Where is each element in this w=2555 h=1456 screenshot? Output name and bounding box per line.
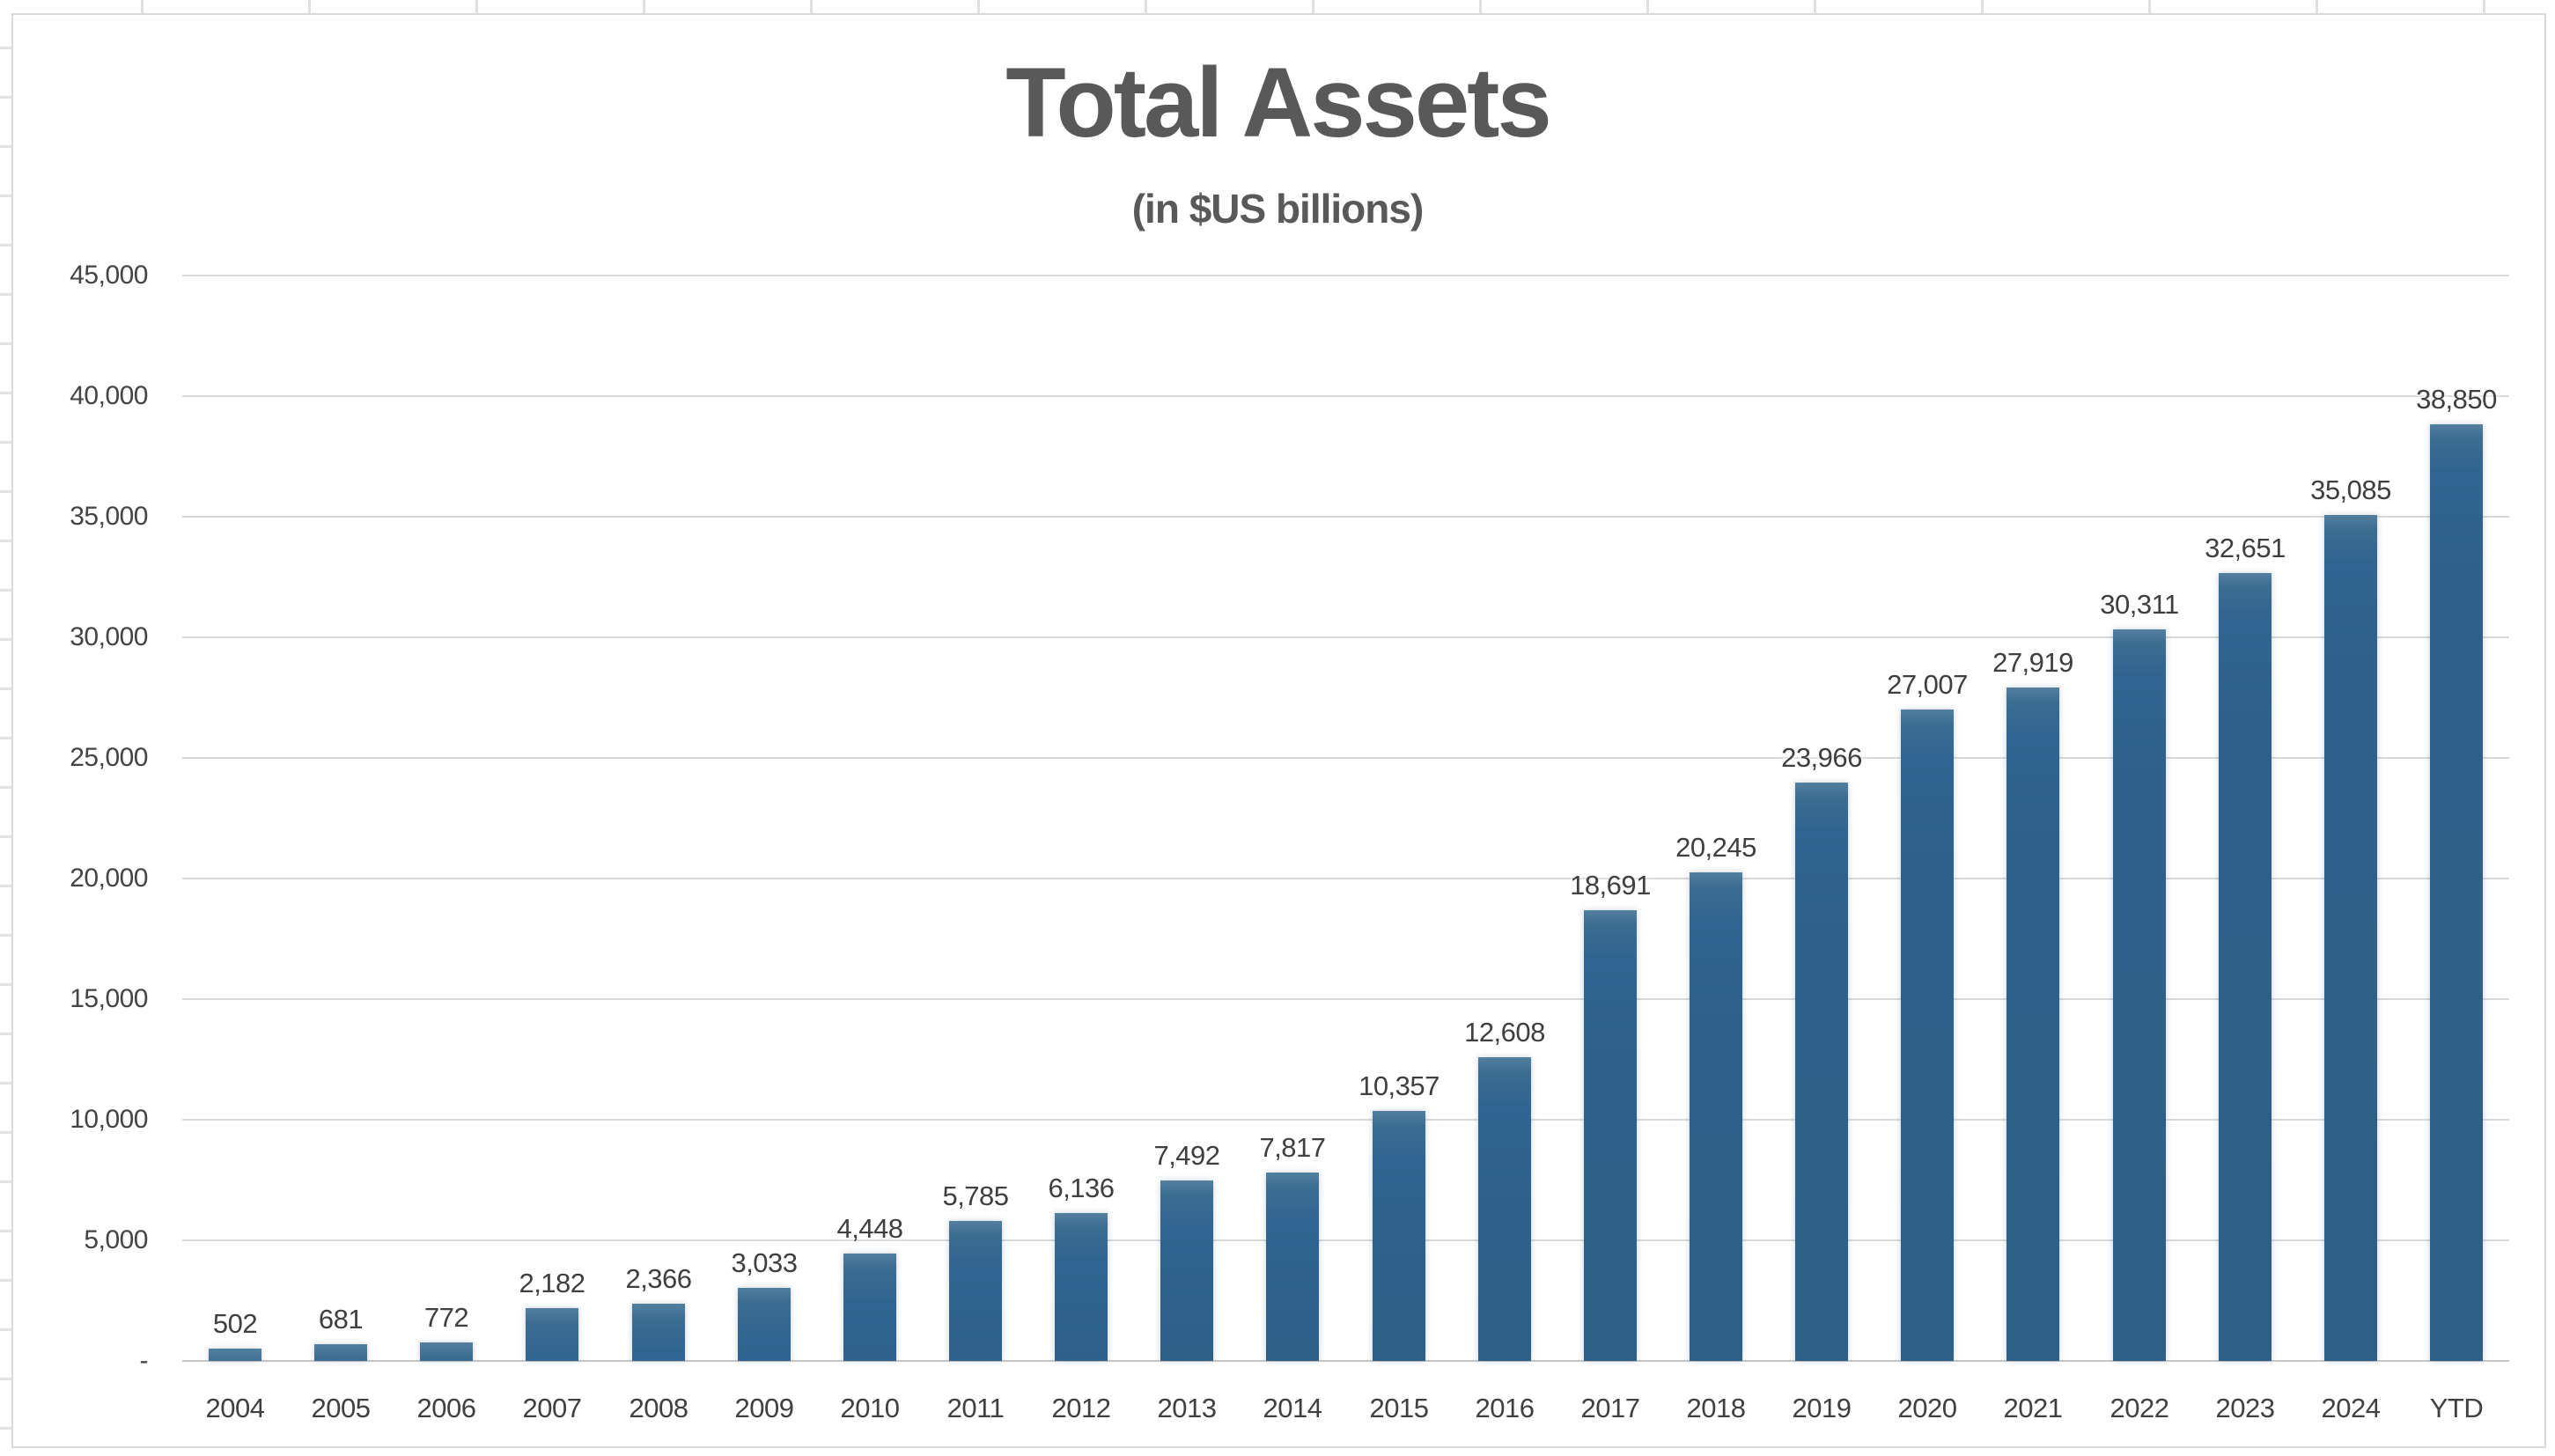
gridline	[182, 998, 2509, 1000]
bar-2022[interactable]	[2113, 629, 2166, 1361]
bar-value-label: 32,651	[2205, 533, 2286, 563]
y-tick-label: 15,000	[70, 984, 148, 1013]
bar-value-label: 7,817	[1259, 1132, 1326, 1163]
bar-value-label: 681	[318, 1304, 364, 1335]
bar-value-label: 20,245	[1675, 832, 1756, 863]
bar-value-label: 7,492	[1153, 1140, 1220, 1171]
x-tick-label: 2024	[2321, 1393, 2381, 1423]
x-tick-label: 2011	[946, 1393, 1005, 1423]
x-tick-label: 2013	[1157, 1393, 1217, 1423]
bar-2013[interactable]	[1160, 1180, 1213, 1361]
x-tick-label: 2009	[734, 1393, 794, 1423]
bar-value-label: 18,691	[1570, 870, 1651, 901]
bar-value-label: 502	[212, 1308, 258, 1339]
bar-value-label: 772	[423, 1302, 469, 1333]
y-tick-label: 25,000	[70, 743, 148, 772]
bar-2012[interactable]	[1055, 1213, 1108, 1361]
bar-value-label: 27,919	[1992, 647, 2073, 678]
bar-2005[interactable]	[314, 1344, 367, 1361]
y-tick-label: -	[139, 1346, 149, 1375]
x-tick-label: 2004	[205, 1393, 265, 1423]
bar-value-label: 27,007	[1887, 669, 1968, 700]
worksheet-gridline-stubs-left	[0, 0, 11, 1456]
y-tick-label: 30,000	[70, 622, 148, 651]
x-tick-label: 2006	[416, 1393, 476, 1423]
y-tick-label: 40,000	[70, 381, 148, 410]
bar-2017[interactable]	[1584, 910, 1637, 1361]
x-tick-label: 2005	[311, 1393, 371, 1423]
y-tick-label: 20,000	[70, 864, 148, 893]
bar-2014[interactable]	[1266, 1173, 1319, 1361]
bar-2008[interactable]	[632, 1304, 685, 1361]
bar-2004[interactable]	[209, 1349, 261, 1361]
bar-2020[interactable]	[1901, 710, 1954, 1361]
y-tick-label: 45,000	[70, 261, 148, 290]
gridline	[182, 1119, 2509, 1121]
gridline	[182, 275, 2509, 276]
bar-value-label: 5,785	[942, 1180, 1009, 1211]
gridline	[182, 1239, 2509, 1241]
bar-value-label: 12,608	[1464, 1017, 1545, 1048]
plot-area: 502 681 772 2,182 2,366 3,033 4,448 5,785 6,136 7…	[182, 275, 2509, 1362]
x-tick-label: 2021	[2003, 1393, 2063, 1423]
x-tick-label: 2018	[1686, 1393, 1746, 1423]
x-tick-label: 2020	[1897, 1393, 1957, 1423]
bar-value-label: 38,850	[2416, 384, 2497, 415]
x-tick-label: 2015	[1369, 1393, 1429, 1423]
x-axis-line	[182, 1360, 2509, 1362]
bar-2010[interactable]	[843, 1254, 896, 1361]
bar-value-label: 30,311	[2100, 589, 2179, 620]
x-tick-label: 2017	[1580, 1393, 1640, 1423]
bar-value-label: 2,182	[519, 1268, 585, 1298]
x-tick-label: 2023	[2215, 1393, 2275, 1423]
x-tick-label: 2019	[1792, 1393, 1852, 1423]
bar-2023[interactable]	[2219, 573, 2272, 1361]
gridline	[182, 878, 2509, 879]
bar-value-label: 35,085	[2310, 474, 2391, 505]
bar-2024[interactable]	[2324, 515, 2377, 1361]
bar-value-label: 10,357	[1358, 1070, 1439, 1101]
x-tick-label: 2010	[840, 1393, 900, 1423]
bar-2011[interactable]	[949, 1221, 1002, 1361]
gridline	[182, 636, 2509, 638]
y-tick-label: 5,000	[84, 1225, 148, 1254]
bar-2019[interactable]	[1795, 783, 1848, 1361]
bar-value-label: 4,448	[836, 1213, 903, 1244]
bar-2016[interactable]	[1478, 1057, 1531, 1361]
gridline	[182, 395, 2509, 397]
y-tick-label: 10,000	[70, 1105, 148, 1134]
x-tick-label: 2008	[629, 1393, 688, 1423]
x-tick-label: 2016	[1475, 1393, 1535, 1423]
bar-2018[interactable]	[1690, 872, 1742, 1361]
chart-title: Total Assets	[1005, 48, 1552, 158]
bar-2006[interactable]	[420, 1342, 473, 1361]
y-tick-label: 35,000	[70, 502, 148, 531]
x-tick-label: YTD	[2429, 1393, 2484, 1423]
gridline	[182, 516, 2509, 518]
bar-value-label: 2,366	[625, 1263, 692, 1294]
worksheet-gridline-stubs-top	[0, 0, 2555, 13]
bar-YTD[interactable]	[2430, 424, 2483, 1361]
chart-subtitle: (in $US billions)	[1131, 186, 1425, 232]
x-tick-label: 2007	[522, 1393, 582, 1423]
bar-value-label: 23,966	[1781, 742, 1862, 773]
bar-value-label: 3,033	[731, 1247, 798, 1278]
bar-2021[interactable]	[2006, 688, 2059, 1361]
bar-2009[interactable]	[738, 1288, 791, 1361]
x-tick-label: 2022	[2110, 1393, 2169, 1423]
x-tick-label: 2014	[1263, 1393, 1322, 1423]
gridline	[182, 757, 2509, 759]
x-tick-label: 2012	[1051, 1393, 1111, 1423]
bar-2015[interactable]	[1373, 1111, 1425, 1361]
bar-2007[interactable]	[526, 1308, 578, 1361]
bar-value-label: 6,136	[1048, 1173, 1115, 1203]
